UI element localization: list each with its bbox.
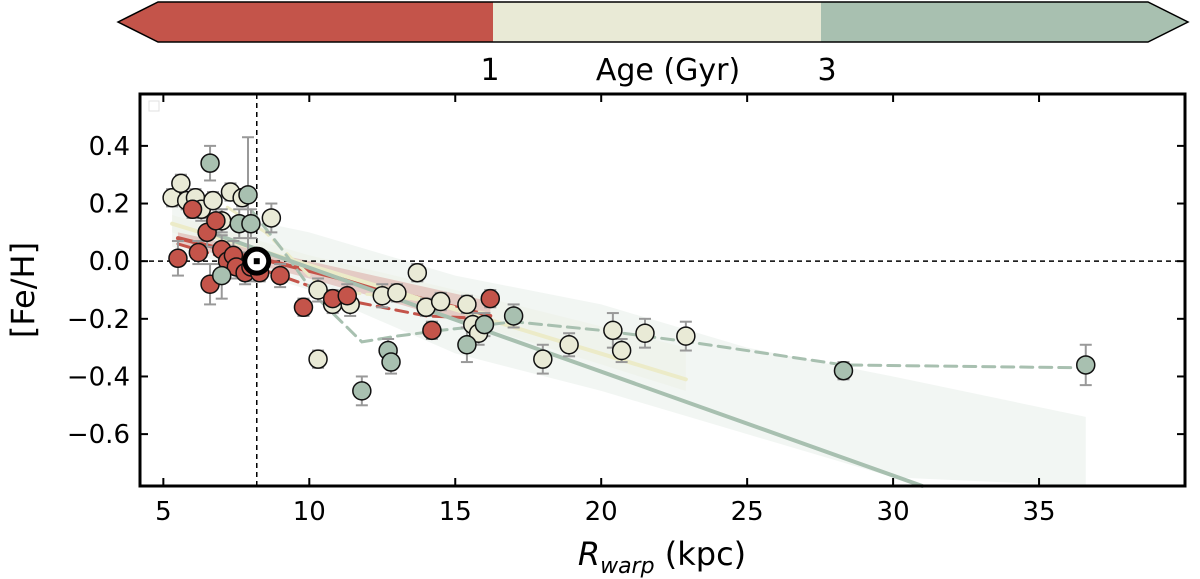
young-point — [182, 199, 203, 220]
axis-ticks: 5 10 15 20 25 30 35 0.4 0.2 0.0 −0.2 −0.4 −0.6 — [67, 94, 1185, 527]
x-tick-label: 30 — [877, 497, 910, 527]
old-fit — [208, 230, 925, 488]
old-point — [503, 306, 524, 326]
y-tick-label: −0.4 — [67, 362, 130, 392]
old-point — [211, 265, 232, 286]
old-point — [241, 213, 261, 234]
sun-dot — [253, 258, 260, 265]
young-point — [206, 211, 226, 231]
colorbar-segment-old — [821, 2, 1188, 42]
plot-frame — [138, 92, 1187, 488]
mid-point — [533, 349, 553, 369]
young-point — [422, 320, 442, 341]
mid-point — [457, 294, 477, 315]
mid-point — [203, 190, 223, 211]
old-point — [833, 360, 854, 381]
reference-lines — [140, 94, 1185, 486]
young-point — [168, 248, 188, 269]
sun-marker — [242, 246, 272, 276]
young-point — [337, 286, 357, 306]
mid-point — [387, 283, 407, 303]
x-axis-title: Rwarp (kpc) — [578, 535, 746, 579]
mid-point — [308, 280, 328, 300]
x-axis-title-main: R — [578, 535, 600, 573]
mid-point — [308, 349, 328, 369]
x-axis-title-unit: (kpc) — [655, 535, 747, 573]
y-tick-label: 0.0 — [89, 247, 130, 277]
young-point — [270, 265, 290, 286]
old-point — [474, 314, 495, 335]
y-tick-label: 0.2 — [89, 190, 130, 220]
mid-point — [611, 340, 632, 361]
mid-point — [407, 262, 428, 283]
colorbar-segment-young — [118, 2, 493, 42]
old-point — [457, 335, 477, 355]
mid-point — [635, 323, 655, 343]
x-tick-label: 10 — [293, 497, 326, 527]
legend-box-empty — [148, 100, 160, 112]
old-point — [1076, 355, 1096, 375]
young-point — [188, 242, 209, 263]
mid-point — [603, 320, 623, 341]
colorbar: 1 Age (Gyr) 3 — [116, 1, 1190, 88]
young-point — [293, 297, 314, 318]
colorbar-outline — [116, 1, 1190, 43]
mid-point — [261, 208, 282, 228]
mid-point — [430, 291, 451, 312]
old-point — [238, 185, 258, 205]
y-tick-label: −0.6 — [67, 420, 130, 450]
x-tick-label: 5 — [155, 497, 172, 527]
y-tick-label: 0.4 — [89, 132, 130, 162]
colorbar-tick-1: 1 — [480, 53, 499, 88]
x-tick-label: 20 — [585, 497, 618, 527]
old-point — [381, 352, 401, 372]
x-tick-label: 25 — [731, 497, 764, 527]
x-axis-title-sub: warp — [600, 554, 654, 579]
mid-point — [559, 335, 579, 355]
colorbar-segment-mid — [493, 2, 821, 42]
old-point — [352, 381, 372, 401]
plot-area: 5 10 15 20 25 30 35 0.4 0.2 0.0 −0.2 −0.4 −0.6 — [67, 92, 1187, 527]
colorbar-label: Age (Gyr) — [596, 53, 740, 88]
y-axis-title: [Fe/H] — [4, 242, 42, 338]
x-tick-label: 15 — [439, 497, 472, 527]
data-points — [162, 153, 1096, 401]
colorbar-tick-3: 3 — [817, 53, 836, 88]
x-tick-label: 35 — [1023, 497, 1056, 527]
mid-point — [676, 326, 696, 346]
young-point — [480, 288, 501, 309]
mid-point — [171, 173, 191, 194]
old-point — [200, 153, 220, 173]
y-tick-label: −0.2 — [67, 305, 130, 335]
